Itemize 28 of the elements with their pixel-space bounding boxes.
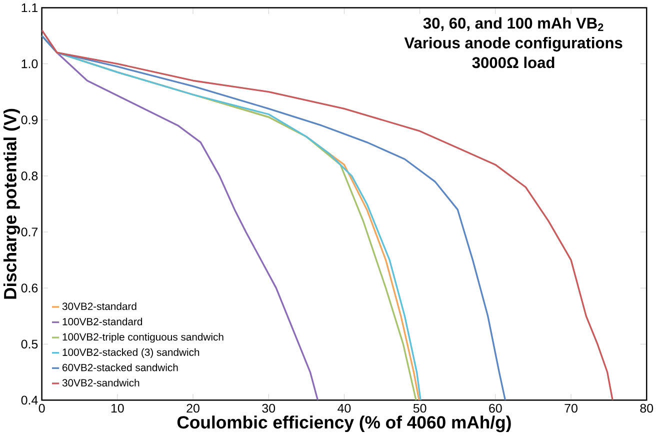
legend-label: 30VB2-sandwich	[62, 379, 140, 387]
y-tick-label: 0.9	[21, 116, 38, 124]
y-tick-label: 0.7	[21, 228, 38, 237]
y-axis-title: Discharge potential (V)	[3, 109, 20, 299]
legend-label: 60VB2-stacked sandwich	[62, 364, 178, 372]
x-tick-label: 0	[38, 404, 45, 413]
x-tick-label: 60	[489, 404, 502, 413]
y-tick-label: 0.8	[21, 172, 38, 181]
y-tick-label: 1.0	[22, 60, 38, 68]
legend-label: 100VB2-triple contiguous sandwich	[62, 333, 224, 343]
x-tick-label: 40	[338, 404, 351, 413]
x-tick-label: 80	[640, 404, 654, 413]
legend-label: 30VB2-standard	[62, 302, 136, 310]
annotation: 3000Ω load	[472, 56, 554, 68]
y-tick-label: 0.6	[21, 284, 38, 293]
legend-label: 100VB2-stacked (3) sandwich	[62, 348, 200, 358]
y-tick-label: 1.1	[22, 4, 38, 12]
x-tick-label: 70	[564, 404, 578, 413]
y-tick-label: 0.5	[21, 340, 38, 349]
x-tick-label: 20	[186, 404, 200, 413]
x-tick-label: 30	[262, 404, 276, 413]
x-tick-label: 50	[413, 404, 426, 413]
legend-label: 100VB2-standard	[62, 318, 142, 326]
x-axis-title: Coulombic efficiency (% of 4060 mAh/g)	[177, 416, 511, 432]
y-tick-label: 0.4	[21, 396, 38, 405]
x-tick-label: 10	[111, 404, 124, 413]
annotation: Various anode configurations	[404, 37, 622, 52]
annotation: 30, 60, and 100 mAh VB$_{2}$	[423, 17, 604, 32]
